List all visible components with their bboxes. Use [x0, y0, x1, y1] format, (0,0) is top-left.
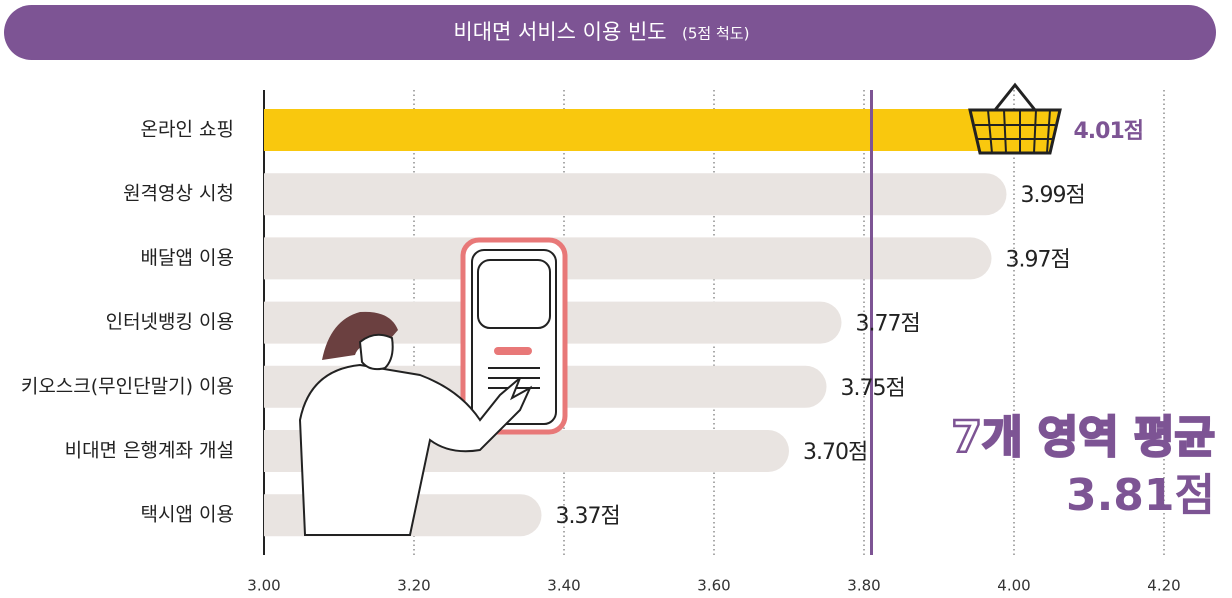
y-tick-label: 원격영상 시청	[123, 183, 234, 205]
chart-title: 비대면 서비스 이용 빈도	[453, 20, 666, 44]
kiosk-button	[494, 347, 532, 355]
y-tick-label: 인터넷뱅킹 이용	[106, 311, 234, 333]
y-tick-label: 배달앱 이용	[141, 247, 234, 269]
person-face	[360, 335, 393, 369]
y-tick-label: 택시앱 이용	[141, 504, 234, 526]
bar	[264, 109, 1022, 151]
bar	[264, 237, 992, 279]
value-label: 3.97점	[1006, 247, 1070, 272]
basket-icon	[970, 85, 1060, 153]
value-label: 3.70점	[803, 440, 867, 465]
value-label: 3.37점	[556, 504, 620, 529]
x-tick-label: 4.00	[997, 577, 1030, 595]
value-label: 3.75점	[841, 376, 905, 401]
value-label: 3.99점	[1021, 183, 1085, 208]
x-tick-label: 3.80	[847, 577, 880, 595]
y-tick-label: 키오스크(무인단말기) 이용	[21, 375, 234, 397]
x-tick-label: 3.40	[547, 577, 580, 595]
chart-subtitle: (5점 척도)	[682, 25, 749, 43]
average-label: 3.81점	[1066, 470, 1215, 521]
bar	[264, 173, 1007, 215]
x-tick-label: 3.20	[397, 577, 430, 595]
y-tick-label: 비대면 은행계좌 개설	[65, 440, 234, 462]
average-title: 7개 영역 평균	[951, 412, 1215, 463]
kiosk-screen	[478, 260, 550, 328]
value-label: 3.77점	[856, 312, 920, 337]
x-tick-label: 3.00	[247, 577, 280, 595]
y-tick-label: 온라인 쇼핑	[141, 119, 234, 141]
chart: 비대면 서비스 이용 빈도 (5점 척도) 3.00 3.20 3.40 3.60 3.…	[0, 0, 1232, 598]
value-label: 4.01점	[1074, 119, 1144, 144]
x-tick-label: 3.60	[697, 577, 730, 595]
x-tick-label: 4.20	[1147, 577, 1180, 595]
